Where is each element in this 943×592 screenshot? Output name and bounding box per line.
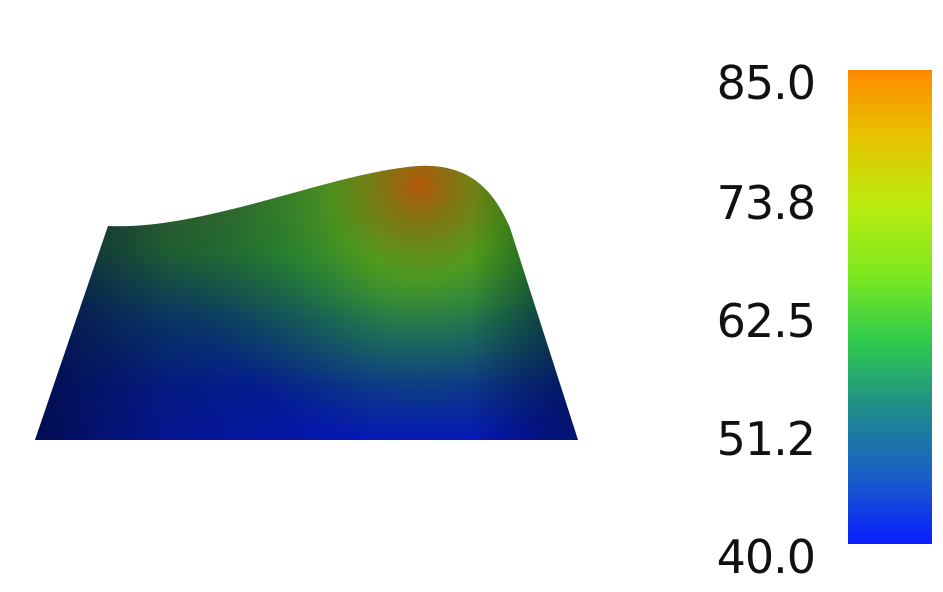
colorbar-tick-label: 51.2 bbox=[716, 412, 816, 466]
colorbar-tick-label: 40.0 bbox=[716, 530, 816, 584]
surface-mesh bbox=[35, 165, 578, 440]
colorbar bbox=[848, 70, 932, 544]
colorbar-tick-label: 62.5 bbox=[716, 294, 816, 348]
colorbar-tick-label: 73.8 bbox=[716, 176, 816, 230]
colorbar-tick-label: 85.0 bbox=[716, 56, 816, 110]
